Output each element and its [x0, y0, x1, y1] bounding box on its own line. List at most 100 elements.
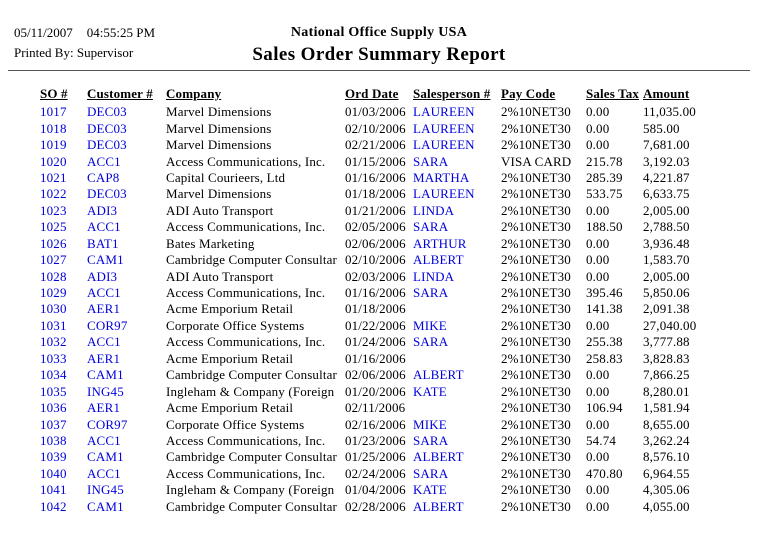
ord-date-cell: 01/23/2006: [345, 432, 406, 448]
so-number-link[interactable]: 1025: [40, 219, 67, 235]
company-name-cell: Cambridge Computer Consultar: [166, 367, 338, 383]
pay-code-cell: 2%10NET30: [501, 137, 571, 153]
salesperson-link[interactable]: LAUREEN: [413, 120, 475, 136]
so-number-link[interactable]: 1037: [40, 416, 67, 432]
salesperson-link[interactable]: LINDA: [413, 202, 455, 218]
salesperson-link[interactable]: SARA: [413, 285, 449, 301]
so-number-link[interactable]: 1039: [40, 449, 67, 465]
salesperson-link[interactable]: KATE: [413, 482, 447, 498]
pay-code-cell: 2%10NET30: [501, 334, 571, 350]
salesperson-link[interactable]: KATE: [413, 383, 447, 399]
customer-number-link[interactable]: ACC1: [87, 219, 121, 235]
company-name-cell: ADI Auto Transport: [166, 202, 274, 218]
col-header-amount: Amount: [643, 86, 690, 101]
customer-number-link[interactable]: ING45: [87, 482, 124, 498]
salesperson-link[interactable]: LINDA: [413, 268, 455, 284]
so-number-link[interactable]: 1018: [40, 120, 67, 136]
so-number-link[interactable]: 1034: [40, 367, 67, 383]
customer-number-link[interactable]: AER1: [87, 301, 121, 317]
ord-date-cell: 02/21/2006: [345, 137, 406, 153]
customer-number-link[interactable]: CAP8: [87, 169, 120, 185]
customer-number-link[interactable]: DEC03: [87, 104, 127, 120]
so-number-link[interactable]: 1027: [40, 252, 67, 268]
report-header: National Office Supply USA Sales Order S…: [0, 25, 758, 66]
salesperson-link[interactable]: SARA: [413, 153, 449, 169]
sales-tax-cell: 0.00: [586, 104, 610, 120]
customer-number-link[interactable]: CAM1: [87, 367, 124, 383]
pay-code-cell: 2%10NET30: [501, 219, 571, 235]
amount-cell: 8,576.10: [643, 449, 690, 465]
amount-cell: 5,850.06: [643, 285, 690, 301]
customer-number-link[interactable]: COR97: [87, 416, 128, 432]
company-name-cell: Cambridge Computer Consultar: [166, 498, 338, 514]
salesperson-link[interactable]: ALBERT: [413, 449, 464, 465]
customer-number-link[interactable]: DEC03: [87, 120, 127, 136]
customer-number-link[interactable]: ADI3: [87, 202, 118, 218]
so-number-link[interactable]: 1017: [40, 104, 67, 120]
so-number-link[interactable]: 1022: [40, 186, 67, 202]
customer-number-link[interactable]: ACC1: [87, 432, 121, 448]
customer-number-link[interactable]: ING45: [87, 383, 124, 399]
table-row: 1018 DEC03 Marvel Dimensions 02/10/2006 LAUR…: [40, 120, 734, 136]
customer-number-link[interactable]: ADI3: [87, 268, 118, 284]
sales-tax-cell: 470.80: [586, 465, 623, 481]
salesperson-link[interactable]: ALBERT: [413, 367, 464, 383]
so-number-link[interactable]: 1026: [40, 235, 67, 251]
so-number-link[interactable]: 1032: [40, 334, 67, 350]
pay-code-cell: VISA CARD: [501, 153, 572, 169]
customer-number-link[interactable]: AER1: [87, 400, 121, 416]
pay-code-cell: 2%10NET30: [501, 400, 571, 416]
so-number-link[interactable]: 1019: [40, 137, 67, 153]
customer-number-link[interactable]: ACC1: [87, 153, 121, 169]
sales-tax-cell: 0.00: [586, 449, 610, 465]
amount-cell: 11,035.00: [643, 104, 696, 120]
customer-number-link[interactable]: ACC1: [87, 465, 121, 481]
so-number-link[interactable]: 1036: [40, 400, 67, 416]
orders-tbody: 1017 DEC03 Marvel Dimensions 01/03/2006 LAUR…: [40, 104, 734, 515]
salesperson-link[interactable]: MIKE: [413, 317, 447, 333]
ord-date-cell: 01/18/2006: [345, 301, 406, 317]
sales-tax-cell: 0.00: [586, 202, 610, 218]
so-number-link[interactable]: 1029: [40, 285, 67, 301]
customer-number-link[interactable]: CAM1: [87, 498, 124, 514]
print-info-block: 05/11/2007 04:55:25 PM Printed By: Superv…: [14, 23, 155, 63]
so-number-link[interactable]: 1042: [40, 498, 67, 514]
customer-number-link[interactable]: AER1: [87, 350, 121, 366]
so-number-link[interactable]: 1030: [40, 301, 67, 317]
so-number-link[interactable]: 1023: [40, 202, 67, 218]
customer-number-link[interactable]: ACC1: [87, 285, 121, 301]
salesperson-link[interactable]: LAUREEN: [413, 186, 475, 202]
customer-number-link[interactable]: DEC03: [87, 186, 127, 202]
so-number-link[interactable]: 1028: [40, 268, 67, 284]
company-name-cell: Acme Emporium Retail: [166, 350, 294, 366]
salesperson-link[interactable]: ARTHUR: [413, 235, 467, 251]
salesperson-link[interactable]: LAUREEN: [413, 104, 475, 120]
so-number-link[interactable]: 1035: [40, 383, 67, 399]
so-number-link[interactable]: 1021: [40, 169, 67, 185]
so-number-link[interactable]: 1038: [40, 432, 67, 448]
so-number-link[interactable]: 1033: [40, 350, 67, 366]
salesperson-link[interactable]: ALBERT: [413, 498, 464, 514]
customer-number-link[interactable]: COR97: [87, 317, 128, 333]
salesperson-link[interactable]: MIKE: [413, 416, 447, 432]
salesperson-link[interactable]: ALBERT: [413, 252, 464, 268]
customer-number-link[interactable]: BAT1: [87, 235, 119, 251]
amount-cell: 2,005.00: [643, 202, 690, 218]
salesperson-link[interactable]: SARA: [413, 432, 449, 448]
ord-date-cell: 02/05/2006: [345, 219, 406, 235]
salesperson-link[interactable]: SARA: [413, 219, 449, 235]
company-name-cell: Marvel Dimensions: [166, 186, 272, 202]
salesperson-link[interactable]: MARTHA: [413, 169, 470, 185]
salesperson-link[interactable]: LAUREEN: [413, 137, 475, 153]
customer-number-link[interactable]: CAM1: [87, 449, 124, 465]
salesperson-link[interactable]: SARA: [413, 334, 449, 350]
so-number-link[interactable]: 1031: [40, 317, 67, 333]
so-number-link[interactable]: 1040: [40, 465, 67, 481]
so-number-link[interactable]: 1020: [40, 153, 67, 169]
customer-number-link[interactable]: DEC03: [87, 137, 127, 153]
salesperson-link[interactable]: SARA: [413, 465, 449, 481]
so-number-link[interactable]: 1041: [40, 482, 67, 498]
customer-number-link[interactable]: CAM1: [87, 252, 124, 268]
customer-number-link[interactable]: ACC1: [87, 334, 121, 350]
